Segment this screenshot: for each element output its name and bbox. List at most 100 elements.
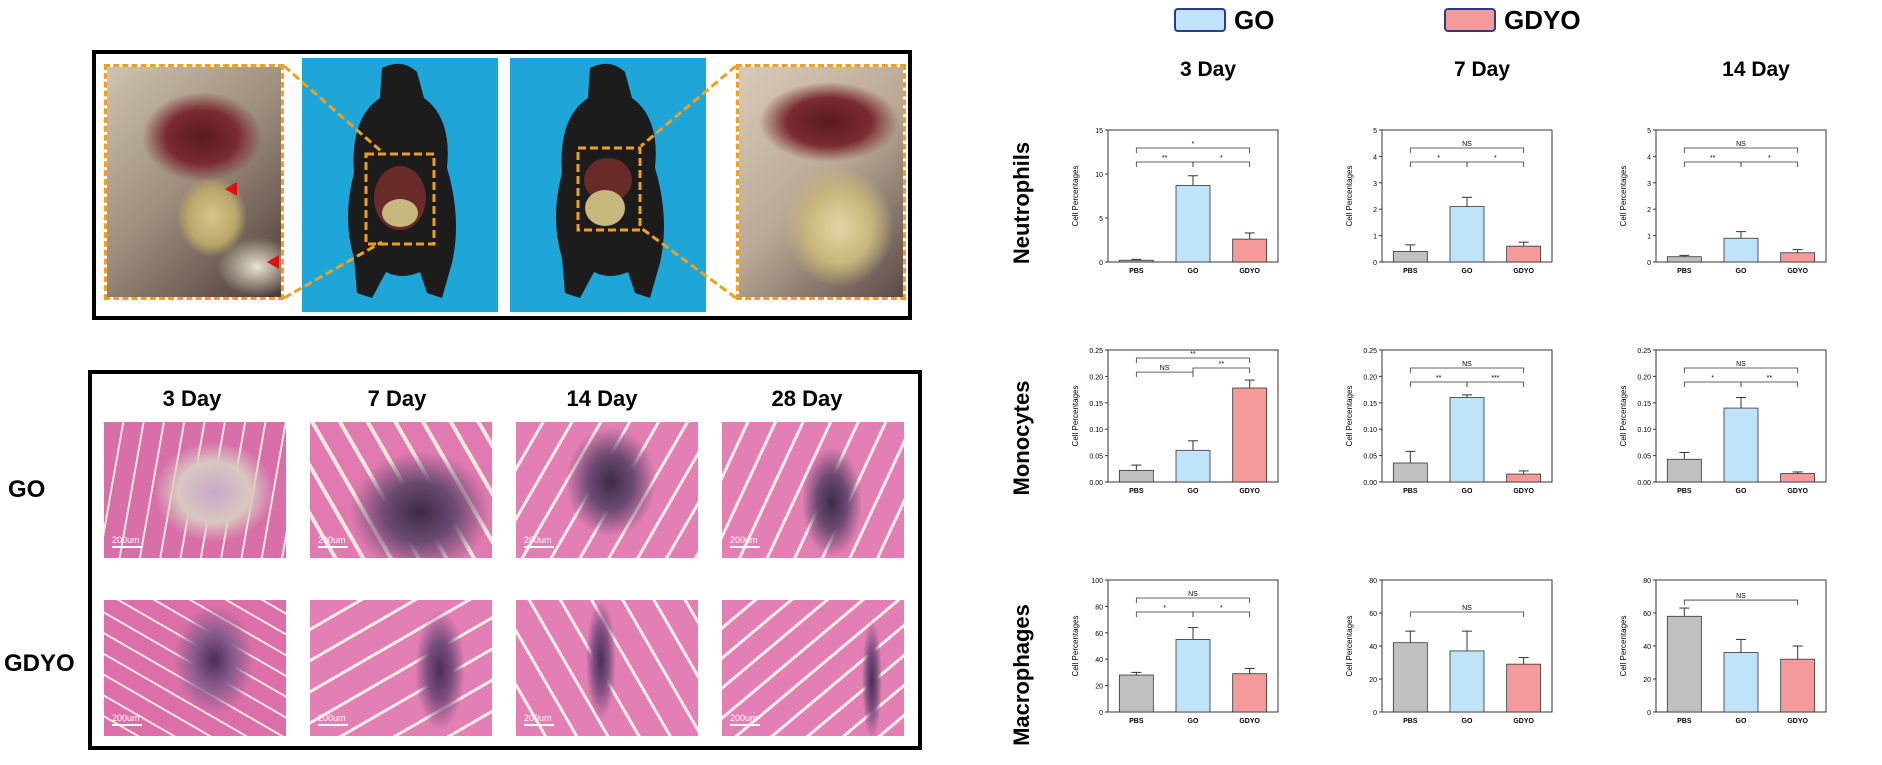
x-tick-label: GO — [1188, 718, 1199, 725]
scale-bar: 200um — [730, 535, 760, 548]
significance-bracket — [1192, 161, 1251, 167]
y-tick-label: 0.00 — [1637, 480, 1651, 487]
y-axis-label: Cell Percentages — [1071, 166, 1080, 227]
bar-gdyo — [1232, 673, 1268, 713]
y-tick-label: 0.00 — [1363, 480, 1377, 487]
bar-go — [1449, 650, 1485, 713]
bar-pbs — [1118, 469, 1154, 483]
significance-bracket — [1409, 161, 1468, 167]
x-tick-label: GDYO — [1239, 718, 1260, 725]
significance-bracket — [1135, 147, 1251, 153]
scale-bar: 200um — [318, 535, 348, 548]
x-tick-label: PBS — [1677, 718, 1692, 725]
y-tick-label: 0.25 — [1363, 348, 1377, 355]
y-tick-label: 0 — [1099, 260, 1103, 267]
bar-pbs — [1666, 615, 1702, 713]
mouse-photo-panel — [92, 50, 912, 320]
significance-bracket — [1683, 367, 1799, 373]
x-tick-label: GO — [1736, 488, 1747, 495]
y-tick-label: 60 — [1095, 631, 1103, 638]
x-tick-label: GDYO — [1513, 488, 1534, 495]
bar-chart: 0 20 40 60 80 Cell Percentages PBS GO GDYO NS — [1345, 578, 1553, 725]
significance-label: NS — [1188, 591, 1198, 598]
scale-bar: 200um — [730, 713, 760, 726]
x-tick-label: GO — [1188, 268, 1199, 275]
significance-bracket — [1409, 381, 1468, 387]
significance-bracket — [1409, 147, 1525, 153]
y-tick-label: 60 — [1369, 611, 1377, 618]
significance-bracket — [1135, 161, 1194, 167]
y-tick-label: 80 — [1369, 578, 1377, 585]
y-tick-label: 20 — [1369, 677, 1377, 684]
y-tick-label: 0.00 — [1089, 480, 1103, 487]
y-tick-label: 0 — [1647, 260, 1651, 267]
y-tick-label: 0.15 — [1089, 401, 1103, 408]
y-axis-label: Cell Percentages — [1619, 166, 1628, 227]
chart-row-title: Monocytes — [1009, 380, 1034, 496]
bar-chart: 0.00 0.05 0.10 0.15 0.20 0.25 Cell Percentages… — [1345, 348, 1553, 495]
significance-label: ** — [1190, 351, 1196, 358]
significance-bracket — [1683, 381, 1742, 387]
histo-row-label-go: GO — [8, 476, 46, 503]
histology-image: 200um — [310, 422, 492, 558]
bar-go — [1723, 652, 1759, 713]
histo-row-label-gdyo: GDYO — [4, 650, 75, 677]
y-tick-label: 4 — [1373, 154, 1377, 161]
chart-col-title: 3 Day — [1179, 58, 1237, 81]
y-tick-label: 10 — [1095, 172, 1103, 179]
significance-bracket — [1192, 367, 1251, 373]
y-tick-label: 1 — [1647, 234, 1651, 241]
x-tick-label: GO — [1736, 268, 1747, 275]
bar-chart: 0 20 40 60 80 Cell Percentages PBS GO GDYO NS — [1619, 578, 1827, 725]
bar-go — [1723, 237, 1759, 263]
significance-label: NS — [1160, 365, 1170, 372]
chart-col-title: 7 Day — [1453, 58, 1511, 81]
bar-gdyo — [1506, 473, 1542, 483]
y-tick-label: 0.20 — [1637, 374, 1651, 381]
y-tick-label: 5 — [1373, 128, 1377, 135]
y-tick-label: 0.15 — [1637, 401, 1651, 408]
y-tick-label: 0.10 — [1637, 427, 1651, 434]
legend-swatch — [1444, 8, 1496, 32]
y-tick-label: 0 — [1373, 710, 1377, 717]
significance-label: * — [1192, 141, 1195, 148]
significance-bracket — [1135, 371, 1194, 378]
bar-chart: 0.00 0.05 0.10 0.15 0.20 0.25 Cell Percentages… — [1071, 348, 1279, 495]
x-tick-label: GDYO — [1513, 268, 1534, 275]
y-tick-label: 80 — [1643, 578, 1651, 585]
legend-label: GO — [1234, 4, 1275, 35]
significance-bracket — [1683, 599, 1799, 606]
significance-label: *** — [1491, 375, 1499, 382]
x-tick-label: GO — [1736, 718, 1747, 725]
histology-image: 200um — [722, 422, 904, 558]
y-tick-label: 0.20 — [1089, 374, 1103, 381]
histology-image: 200um — [722, 600, 904, 736]
x-tick-label: GDYO — [1239, 488, 1260, 495]
histology-image: 200um — [104, 600, 286, 736]
bar-go — [1175, 449, 1211, 483]
y-tick-label: 20 — [1643, 677, 1651, 684]
significance-label: NS — [1736, 361, 1746, 368]
histology-panel: 3 Day 7 Day 14 Day 28 Day 200um 200um 20… — [88, 370, 922, 750]
significance-label: ** — [1162, 155, 1168, 162]
marker-triangle — [225, 182, 237, 196]
legend-label: GDYO — [1504, 4, 1581, 35]
y-tick-label: 0.25 — [1637, 348, 1651, 355]
legend-item-gdyo: GDYO — [1444, 4, 1581, 36]
legend-item-go: GO — [1174, 4, 1274, 36]
bar-gdyo — [1780, 658, 1816, 713]
bar-pbs — [1392, 642, 1428, 713]
scale-bar: 200um — [524, 535, 554, 548]
chart-row-title: Neutrophils — [1009, 141, 1034, 265]
bar-gdyo — [1780, 473, 1816, 483]
y-tick-label: 0 — [1647, 710, 1651, 717]
marker-triangle — [267, 255, 279, 269]
significance-label: NS — [1462, 605, 1472, 612]
significance-label: * — [1437, 155, 1440, 162]
bar-go — [1175, 639, 1211, 713]
histo-col-label: 3 Day — [162, 386, 222, 411]
bar-gdyo — [1232, 387, 1268, 483]
significance-bracket — [1740, 381, 1799, 387]
